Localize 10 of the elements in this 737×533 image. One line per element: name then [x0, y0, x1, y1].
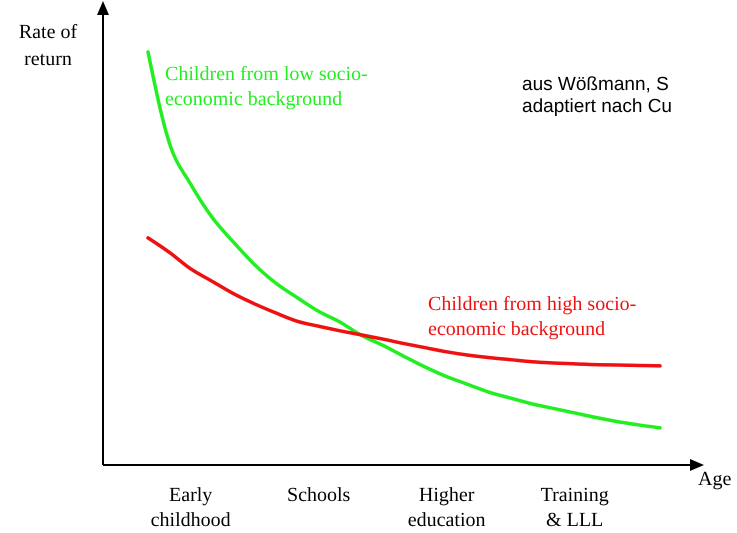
- x-tick-label: Schools: [286, 484, 351, 506]
- x-tick-label: Training & LLL: [540, 484, 609, 531]
- series-label: Children from high socio-economic background: [428, 293, 636, 340]
- annotation: aus Wößmann, S: [522, 74, 669, 95]
- series-label: Children from low socio-economic background: [165, 63, 368, 110]
- y-axis-title: Rate of return: [18, 21, 78, 70]
- x-tick-label: Early childhood: [150, 484, 231, 531]
- x-axis-title: Age: [698, 468, 732, 490]
- x-tick-label: Higher education: [408, 484, 486, 531]
- annotation: adaptiert nach Cu: [522, 96, 672, 117]
